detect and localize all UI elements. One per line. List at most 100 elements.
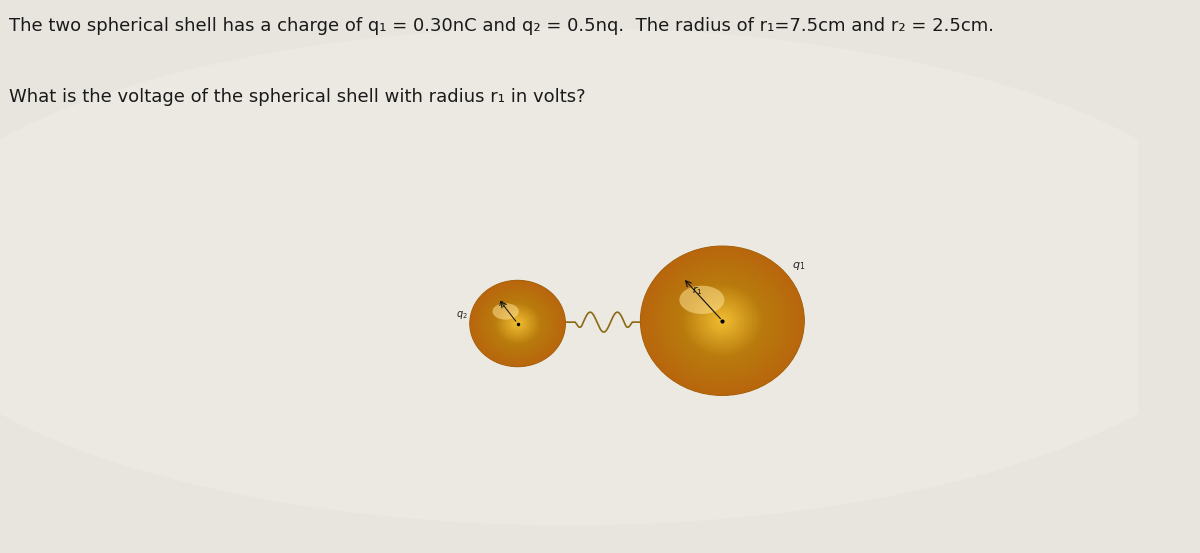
Ellipse shape [494,302,541,345]
Text: $q_1$: $q_1$ [792,260,805,272]
Ellipse shape [673,276,772,366]
Ellipse shape [509,316,527,331]
Ellipse shape [512,319,522,328]
Ellipse shape [656,261,788,380]
Ellipse shape [670,272,775,369]
Ellipse shape [510,317,524,330]
Ellipse shape [683,285,762,357]
Ellipse shape [690,291,755,351]
Ellipse shape [486,295,550,352]
Ellipse shape [487,296,548,351]
Ellipse shape [470,281,564,366]
Ellipse shape [719,317,726,325]
Text: What is the voltage of the spherical shell with radius r₁ in volts?: What is the voltage of the spherical she… [10,88,586,107]
Ellipse shape [502,309,534,338]
Ellipse shape [517,323,518,324]
Ellipse shape [491,299,545,348]
Ellipse shape [470,280,565,367]
Ellipse shape [500,309,534,338]
Ellipse shape [515,321,520,326]
Ellipse shape [706,306,739,336]
Ellipse shape [662,266,782,375]
Ellipse shape [680,282,764,359]
Ellipse shape [515,321,521,326]
Ellipse shape [694,295,751,347]
Ellipse shape [496,304,540,343]
Ellipse shape [674,277,770,364]
Ellipse shape [475,285,559,362]
Ellipse shape [671,274,774,368]
Ellipse shape [474,284,562,363]
Ellipse shape [666,270,779,372]
Ellipse shape [709,309,736,333]
Text: $r_2$: $r_2$ [498,299,508,310]
Ellipse shape [700,300,745,342]
Ellipse shape [478,288,558,359]
Ellipse shape [493,301,542,346]
Ellipse shape [506,314,529,333]
Ellipse shape [498,306,536,341]
Ellipse shape [642,247,803,394]
Ellipse shape [497,305,539,342]
Ellipse shape [512,319,523,328]
Ellipse shape [647,252,798,389]
Ellipse shape [505,313,529,334]
Ellipse shape [667,271,776,371]
Ellipse shape [486,295,548,352]
Ellipse shape [695,296,750,346]
Ellipse shape [677,280,767,362]
Ellipse shape [481,291,553,356]
Ellipse shape [720,319,725,323]
Ellipse shape [658,262,786,379]
Ellipse shape [716,316,728,326]
Text: $q_2$: $q_2$ [456,309,468,321]
Text: The two spherical shell has a charge of q₁ = 0.30nC and q₂ = 0.5nq.  The radius : The two spherical shell has a charge of … [10,17,994,35]
Ellipse shape [684,286,761,356]
Ellipse shape [701,301,744,341]
Ellipse shape [679,281,766,361]
Ellipse shape [488,298,546,349]
Ellipse shape [686,289,758,353]
Ellipse shape [710,310,734,332]
Ellipse shape [503,310,533,337]
Ellipse shape [679,286,725,314]
Ellipse shape [703,303,742,338]
Ellipse shape [516,322,520,325]
Ellipse shape [500,307,535,340]
Ellipse shape [499,307,536,340]
Ellipse shape [654,259,791,383]
Ellipse shape [697,299,746,343]
Ellipse shape [490,299,546,349]
Ellipse shape [508,315,527,332]
Ellipse shape [721,320,724,322]
Ellipse shape [476,287,558,360]
Ellipse shape [481,290,554,357]
Ellipse shape [485,294,551,353]
Ellipse shape [713,312,732,330]
Ellipse shape [496,304,539,343]
Ellipse shape [472,282,564,365]
Ellipse shape [664,267,781,374]
Ellipse shape [653,257,792,384]
Ellipse shape [696,297,749,345]
Ellipse shape [644,250,800,392]
Ellipse shape [493,302,541,345]
Ellipse shape [514,320,522,327]
Ellipse shape [641,246,804,395]
Ellipse shape [702,302,743,340]
Ellipse shape [484,293,552,354]
Ellipse shape [492,300,544,347]
Ellipse shape [652,256,793,385]
Ellipse shape [488,297,547,350]
Ellipse shape [479,289,556,358]
Ellipse shape [712,311,733,331]
Ellipse shape [714,313,731,328]
Ellipse shape [474,285,560,362]
Ellipse shape [685,287,760,354]
Ellipse shape [470,280,565,367]
Ellipse shape [492,303,518,320]
Ellipse shape [672,275,773,367]
Ellipse shape [503,311,532,336]
Ellipse shape [707,307,737,335]
Ellipse shape [505,312,530,335]
